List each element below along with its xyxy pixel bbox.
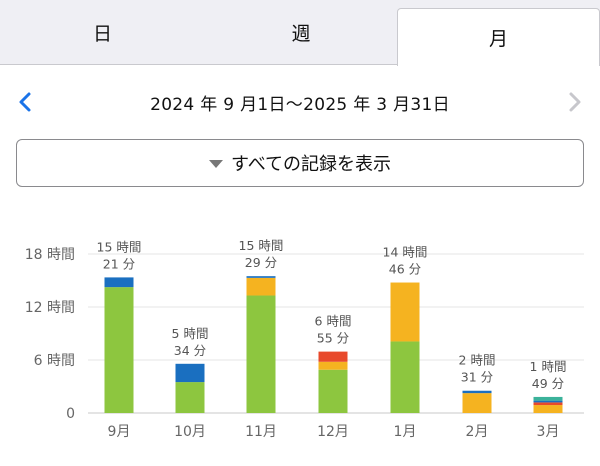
show-all-records-button[interactable]: すべての記録を表示	[16, 139, 584, 187]
y-tick-label: 0	[66, 406, 75, 422]
bar-segment[interactable]	[246, 295, 276, 413]
y-tick-label: 6 時間	[34, 353, 75, 369]
bar-total-minutes: 46 分	[389, 262, 421, 277]
tab-day[interactable]: 日	[92, 22, 112, 45]
bar-segment[interactable]	[246, 276, 276, 278]
x-tick-label: 1月	[394, 424, 417, 440]
x-tick-label: 3月	[537, 424, 560, 440]
bar-segment[interactable]	[462, 390, 492, 394]
y-tick-label: 12 時間	[25, 300, 75, 316]
bar-total-hours: 1 時間	[530, 359, 567, 374]
x-tick-label: 11月	[245, 424, 277, 440]
bar-segment[interactable]	[318, 369, 348, 413]
bar-total-hours: 6 時間	[315, 314, 352, 329]
bar-total-hours: 2 時間	[459, 353, 496, 368]
bar-segment[interactable]	[318, 351, 348, 362]
tab-week[interactable]: 週	[291, 22, 311, 45]
bar-segment[interactable]	[533, 400, 563, 403]
x-tick-label: 2月	[466, 424, 489, 440]
filter-label: すべての記録を表示	[230, 154, 392, 175]
bar-total-hours: 15 時間	[239, 238, 284, 253]
x-tick-label: 9月	[108, 424, 131, 440]
date-range-bar: 2024 年 9 月1日～2025 年 3 月31日	[0, 80, 600, 124]
y-tick-label: 18 時間	[25, 247, 75, 263]
bar-segment[interactable]	[104, 277, 134, 288]
bar-segment[interactable]	[104, 287, 134, 413]
bar-segment[interactable]	[390, 341, 420, 413]
caret-down-icon	[208, 160, 223, 168]
bar-segment[interactable]	[175, 363, 205, 383]
tab-divider	[0, 64, 397, 65]
bar-segment[interactable]	[462, 393, 492, 413]
bar-total-minutes: 31 分	[461, 370, 493, 385]
monthly-time-chart: 0 6 時間 12 時間 18 時間 15 時間 21 分 9月 5 時間 34 分 10月 15 …	[25, 238, 584, 440]
date-range-label: 2024 年 9 月1日～2025 年 3 月31日	[150, 95, 450, 115]
tab-month[interactable]: 月	[397, 8, 600, 66]
bar-total-minutes: 49 分	[532, 376, 564, 391]
x-tick-label: 12月	[317, 424, 349, 440]
bar-total-minutes: 34 分	[174, 343, 206, 358]
bar-segment[interactable]	[318, 361, 348, 370]
chevron-right-icon	[569, 92, 581, 112]
bar-segment[interactable]	[390, 282, 420, 342]
bar-segment[interactable]	[533, 396, 563, 401]
bar-segment[interactable]	[533, 402, 563, 406]
bar-total-minutes: 21 分	[103, 256, 135, 271]
bar-total-hours: 14 時間	[383, 245, 428, 260]
bar-total-hours: 5 時間	[172, 326, 209, 341]
chevron-left-icon[interactable]	[14, 90, 38, 114]
bar-total-hours: 15 時間	[97, 239, 142, 254]
x-tick-label: 10月	[174, 424, 206, 440]
period-tabs: 日 週 月	[0, 0, 600, 66]
bar-total-minutes: 29 分	[245, 255, 277, 270]
bar-total-minutes: 55 分	[317, 331, 349, 346]
bar-segment[interactable]	[533, 405, 563, 413]
bar-segment[interactable]	[175, 382, 205, 413]
bar-segment[interactable]	[246, 277, 276, 296]
